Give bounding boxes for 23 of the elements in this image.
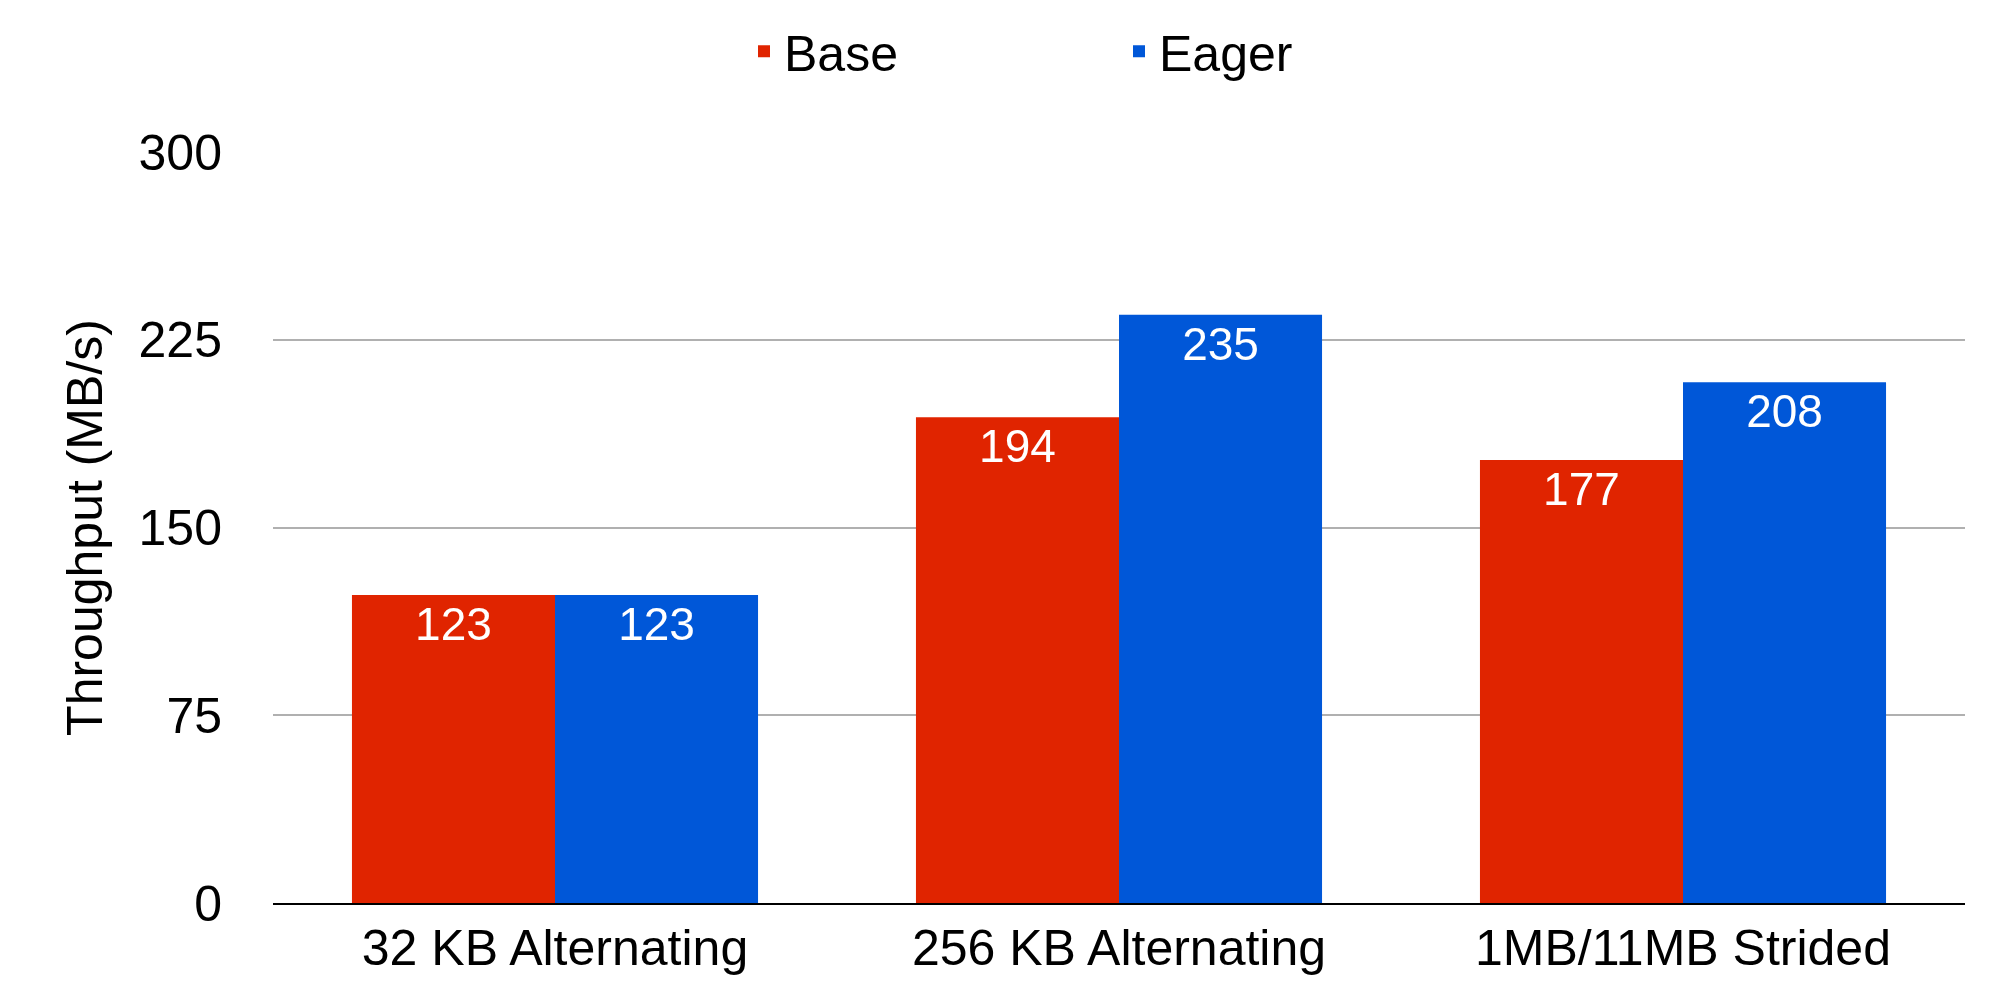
y-tick-label: 225: [138, 312, 222, 369]
bar: [1683, 382, 1887, 903]
legend-label: Base: [784, 25, 898, 82]
bar: [555, 595, 759, 903]
data-label: 235: [1182, 317, 1259, 370]
legend-label: Eager: [1159, 25, 1293, 82]
bar: [915, 417, 1119, 903]
bar: [1479, 459, 1683, 903]
y-axis-title: Throughput (MB/s): [56, 319, 113, 736]
bar: [1119, 314, 1323, 903]
data-label: 123: [415, 598, 492, 651]
y-tick-label: 75: [166, 687, 222, 744]
y-tick-label: 150: [138, 500, 222, 556]
x-tick-label: 1MB/11MB Strided: [1475, 920, 1891, 976]
data-label: 177: [1543, 462, 1620, 515]
y-tick-label: 300: [138, 124, 222, 181]
data-label: 194: [979, 420, 1056, 473]
data-label: 123: [618, 598, 695, 651]
x-tick-label: 32 KB Alternating: [361, 920, 749, 976]
y-tick-label: 0: [194, 875, 222, 932]
x-tick-label: 256 KB Alternating: [911, 920, 1327, 976]
bar: [351, 595, 555, 903]
data-label: 208: [1746, 385, 1823, 438]
